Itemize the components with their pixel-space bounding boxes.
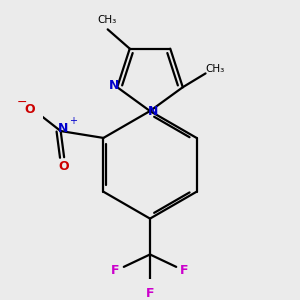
Text: F: F <box>146 286 154 300</box>
Text: CH₃: CH₃ <box>206 64 225 74</box>
Text: N: N <box>58 122 69 135</box>
Text: +: + <box>69 116 77 126</box>
Text: −: − <box>17 96 27 109</box>
Text: O: O <box>24 103 35 116</box>
Text: N: N <box>148 104 158 118</box>
Text: CH₃: CH₃ <box>98 15 117 26</box>
Text: F: F <box>111 264 120 277</box>
Text: F: F <box>180 264 189 277</box>
Text: N: N <box>109 79 120 92</box>
Text: O: O <box>59 160 69 173</box>
